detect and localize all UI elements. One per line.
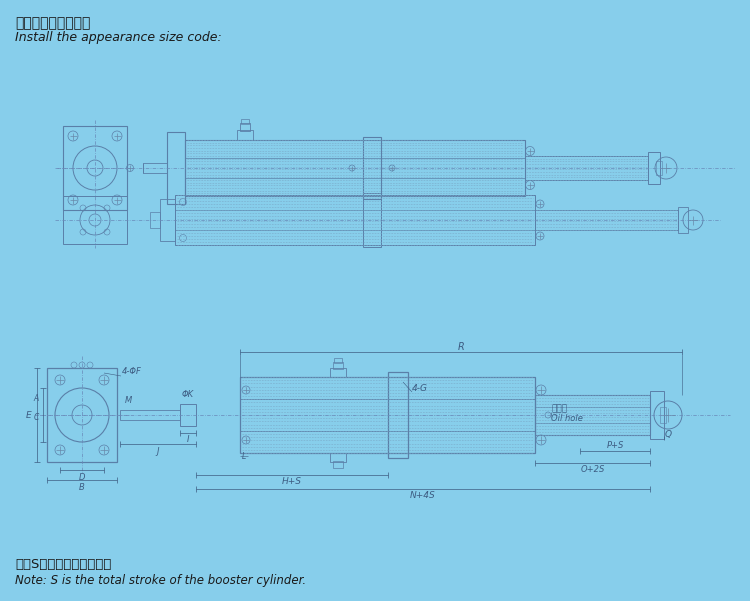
Bar	[175, 195, 535, 245]
Bar	[160, 199, 175, 241]
Text: M: M	[124, 396, 132, 405]
Text: R: R	[458, 342, 464, 352]
Bar	[240, 377, 535, 453]
Text: H+S: H+S	[282, 478, 302, 486]
Text: A: A	[34, 394, 39, 403]
Text: O+2S: O+2S	[580, 466, 604, 475]
Text: I: I	[187, 436, 189, 445]
Text: 放油口: 放油口	[551, 404, 567, 413]
Bar	[330, 368, 346, 377]
Bar	[660, 407, 666, 423]
Bar	[333, 362, 343, 369]
Bar	[334, 358, 342, 363]
Bar	[180, 404, 196, 426]
Text: L: L	[242, 452, 246, 461]
Bar	[330, 453, 346, 462]
Bar	[120, 410, 180, 420]
Text: Install the appearance size code:: Install the appearance size code:	[15, 31, 222, 44]
Bar	[535, 395, 650, 435]
Text: 4-ΦF: 4-ΦF	[122, 367, 142, 376]
Text: ΦK: ΦK	[182, 390, 194, 399]
Bar	[535, 407, 650, 423]
Text: N+4S: N+4S	[410, 492, 436, 501]
Bar	[656, 161, 662, 175]
Text: J: J	[157, 447, 159, 456]
Text: P+S: P+S	[606, 442, 624, 451]
Bar	[363, 137, 381, 199]
Bar	[650, 391, 664, 439]
Text: Q: Q	[664, 430, 671, 439]
Bar	[525, 156, 648, 180]
Bar	[175, 210, 535, 230]
Bar	[241, 119, 249, 124]
Text: Note: S is the total stroke of the booster cylinder.: Note: S is the total stroke of the boost…	[15, 574, 306, 587]
Text: 4-G: 4-G	[412, 384, 428, 393]
Text: C: C	[34, 413, 39, 422]
Bar	[678, 207, 688, 233]
Bar	[185, 140, 525, 196]
Bar	[648, 152, 660, 184]
Bar	[167, 132, 185, 204]
Text: D: D	[79, 472, 86, 481]
Bar	[237, 130, 253, 140]
Bar	[240, 123, 250, 131]
Bar	[63, 126, 127, 210]
Bar	[150, 212, 160, 228]
Text: 安装外观尺寸代码：: 安装外观尺寸代码：	[15, 16, 90, 30]
Bar	[185, 158, 525, 178]
Text: B: B	[80, 483, 85, 492]
Text: E: E	[26, 410, 32, 419]
Text: Oil hole: Oil hole	[551, 414, 583, 423]
Bar	[535, 210, 678, 230]
Bar	[63, 196, 127, 244]
Bar	[333, 461, 343, 468]
Bar	[388, 372, 408, 458]
Bar	[363, 193, 381, 247]
Bar	[143, 163, 167, 173]
Text: 注：S为增压缸的总行程。: 注：S为增压缸的总行程。	[15, 558, 111, 571]
Bar	[47, 368, 117, 462]
Bar	[240, 399, 535, 431]
